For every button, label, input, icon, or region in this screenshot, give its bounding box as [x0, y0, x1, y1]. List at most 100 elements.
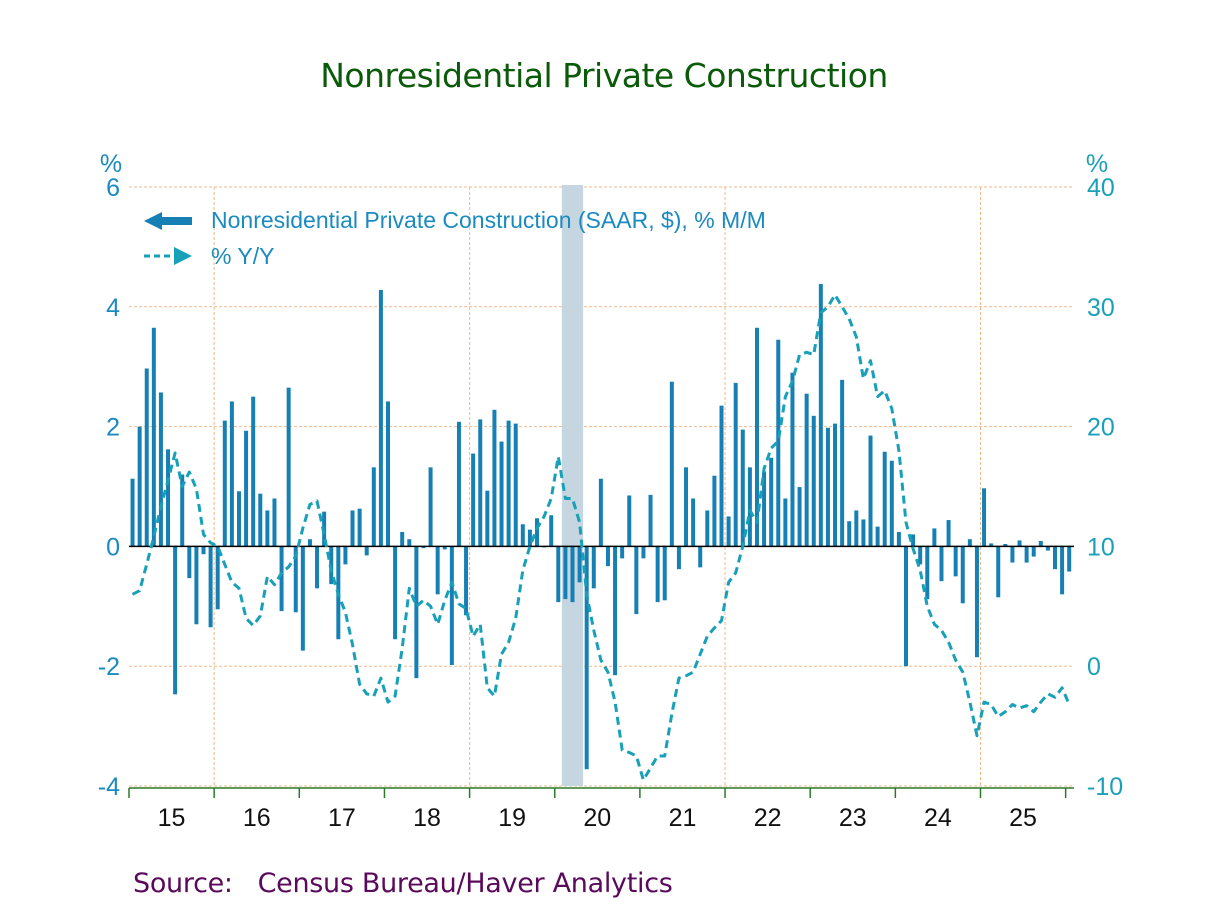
- bar-mm: [634, 546, 639, 615]
- bar-mm: [953, 546, 958, 577]
- bar-mm: [747, 467, 752, 547]
- line-yoy: [131, 293, 1071, 782]
- right-tick-label: 0: [1087, 653, 1101, 681]
- bar-mm: [464, 546, 469, 616]
- bar-mm: [173, 546, 178, 695]
- bar-mm: [151, 327, 156, 547]
- bar-mm: [911, 534, 916, 547]
- bar-mm: [549, 515, 554, 547]
- yoy-line-series: [131, 293, 1071, 782]
- bar-mm: [684, 467, 689, 547]
- bar-mm: [343, 546, 348, 565]
- x-tick-label: 23: [839, 804, 867, 832]
- bar-mm: [974, 546, 979, 658]
- bar-mm: [797, 487, 802, 547]
- bar-mm: [1060, 546, 1065, 595]
- bar-mm: [1031, 546, 1036, 557]
- bar-mm: [570, 546, 575, 603]
- bar-mm: [527, 529, 532, 547]
- bar-mm: [236, 491, 241, 547]
- bar-mm: [166, 449, 171, 547]
- x-tick-label: 21: [669, 804, 697, 832]
- legend-label-yy: % Y/Y: [211, 243, 275, 269]
- right-axis: % -10 0 10 20 30 40: [1086, 150, 1123, 801]
- bar-mm: [300, 546, 305, 651]
- left-tick-label: -2: [98, 653, 120, 681]
- bar-mm: [903, 546, 908, 667]
- bar-mm: [251, 396, 256, 547]
- bar-mm: [875, 526, 880, 547]
- x-tick-label: 22: [754, 804, 782, 832]
- bar-mm: [471, 453, 476, 547]
- x-axis: 15 16 17 18 19 20 21 22 23 24 25: [128, 787, 1074, 832]
- bar-mm: [180, 474, 185, 547]
- bar-mm: [272, 498, 277, 547]
- right-tick-label: -10: [1087, 773, 1123, 801]
- bar-mm: [762, 471, 767, 547]
- bar-mm: [286, 387, 291, 547]
- bar-mm: [833, 423, 838, 547]
- bar-mm: [315, 546, 320, 589]
- bar-mm: [889, 460, 894, 547]
- bar-mm: [712, 475, 717, 547]
- legend-item-yy: % Y/Y: [144, 243, 275, 269]
- bar-mm: [520, 524, 525, 547]
- bar-mm: [563, 546, 568, 600]
- bar-mm: [378, 290, 383, 547]
- bar-mm: [960, 546, 965, 604]
- bar-mm: [385, 401, 390, 547]
- right-tick-label: 20: [1087, 414, 1115, 442]
- bar-mm: [506, 420, 511, 547]
- bar-mm: [676, 546, 681, 570]
- x-tick-label: 17: [328, 804, 356, 832]
- right-axis-unit: %: [1086, 150, 1108, 178]
- bar-mm: [989, 543, 994, 547]
- left-tick-label: 2: [106, 414, 120, 442]
- bar-mm: [861, 519, 866, 547]
- legend: Nonresidential Private Construction (SAA…: [144, 207, 766, 269]
- bar-mm: [847, 521, 852, 547]
- bar-mm: [293, 546, 298, 613]
- bar-mm: [428, 467, 433, 547]
- left-tick-label: -4: [98, 773, 120, 801]
- bar-mm: [804, 393, 809, 547]
- left-tick-label: 6: [106, 174, 120, 202]
- bar-mm: [1017, 540, 1022, 547]
- bar-mm: [492, 409, 497, 547]
- bar-mm: [825, 427, 830, 547]
- bar-mm: [371, 467, 376, 547]
- bar-mm: [478, 419, 483, 547]
- bar-mm: [421, 546, 426, 549]
- right-arrow-icon: [174, 247, 192, 265]
- bar-mm: [620, 546, 625, 559]
- x-tick-label: 18: [413, 804, 441, 832]
- bar-mm: [719, 405, 724, 547]
- bar-mm: [208, 546, 213, 628]
- bar-mm: [357, 508, 362, 547]
- left-axis-unit: %: [100, 150, 122, 178]
- left-tick-label: 4: [106, 294, 120, 322]
- bar-mm: [229, 401, 234, 547]
- bar-mm: [244, 430, 249, 547]
- bar-mm: [925, 546, 930, 600]
- bar-mm: [1003, 544, 1008, 547]
- bar-mm: [144, 368, 149, 547]
- bar-mm: [187, 546, 192, 579]
- bar-mm: [350, 510, 355, 547]
- x-tick-label: 16: [243, 804, 271, 832]
- right-tick-label: 10: [1087, 533, 1115, 561]
- bar-mm: [364, 546, 369, 556]
- bar-mm: [137, 426, 142, 547]
- bar-mm: [733, 382, 738, 547]
- bar-mm: [556, 546, 561, 603]
- bar-mm: [726, 516, 731, 547]
- source-note: Source: Census Bureau/Haver Analytics: [133, 868, 673, 899]
- bar-mm: [584, 546, 589, 770]
- x-tick-label: 20: [583, 804, 611, 832]
- right-tick-label: 40: [1087, 174, 1115, 202]
- bar-mm: [790, 372, 795, 547]
- bar-mm: [655, 546, 660, 603]
- recession-shading: [561, 185, 584, 786]
- legend-label-mm: Nonresidential Private Construction (SAA…: [211, 207, 766, 233]
- bar-mm: [769, 457, 774, 547]
